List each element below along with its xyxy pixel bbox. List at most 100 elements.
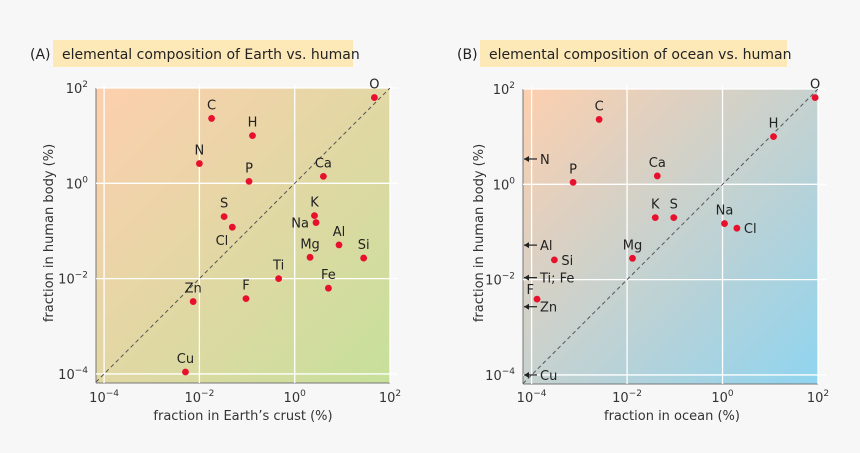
x-tick-label: 100 — [711, 389, 734, 406]
tick-base: 10 — [379, 391, 396, 406]
y-tick-label: 102 — [66, 80, 88, 97]
data-point-o — [370, 94, 378, 101]
x-tick-label: 10−2 — [184, 389, 214, 406]
data-label-ca: Ca — [649, 156, 666, 171]
tick-base: 10 — [58, 368, 75, 383]
data-label-h: H — [248, 116, 258, 131]
y-tick-label: 10−4 — [58, 366, 88, 383]
tick-base: 10 — [807, 391, 824, 406]
y-tick-label: 100 — [66, 175, 89, 192]
data-point-n — [196, 160, 203, 167]
data-label-f: F — [527, 283, 534, 298]
panel-b-title-box — [480, 40, 787, 67]
tick-exponent: 0 — [300, 389, 306, 399]
tick-exponent: −4 — [106, 389, 120, 399]
tick-exponent: 0 — [82, 175, 88, 185]
reference-line-y-equals-x — [96, 88, 390, 383]
panel-b-title: elemental composition of ocean vs. human — [489, 47, 792, 63]
data-point-fe — [325, 284, 332, 292]
data-point-cu — [182, 368, 189, 376]
data-point-f — [242, 295, 250, 303]
data-point-h — [770, 133, 777, 141]
x-tick-label: 102 — [807, 389, 829, 406]
y-tick-label: 10−4 — [485, 367, 515, 384]
data-label-s: S — [220, 197, 228, 212]
data-point-s — [220, 213, 228, 221]
data-label-f: F — [242, 279, 249, 294]
tick-exponent: 2 — [509, 81, 515, 91]
data-point-k — [311, 212, 318, 220]
tick-base: 10 — [184, 391, 201, 406]
data-point-h — [249, 132, 256, 140]
data-point-s — [670, 214, 678, 222]
tick-base: 10 — [485, 369, 502, 384]
data-point-na — [721, 220, 728, 227]
data-point-k — [651, 214, 659, 222]
tick-exponent: 2 — [823, 389, 829, 399]
data-point-cl — [228, 223, 236, 231]
data-point-p — [245, 177, 253, 185]
x-tick-label: 10−4 — [89, 389, 119, 406]
tick-exponent: −4 — [502, 367, 516, 377]
tick-base: 10 — [612, 391, 629, 406]
tick-exponent: −4 — [75, 366, 89, 376]
data-label-o: O — [810, 78, 820, 93]
data-label-na: Na — [291, 217, 309, 232]
x-tick-label: 100 — [284, 389, 307, 406]
data-label-o: O — [369, 78, 379, 93]
data-point-mg — [629, 254, 636, 262]
panel-a-title: elemental composition of Earth vs. human — [62, 47, 360, 63]
data-point-si — [550, 256, 558, 264]
data-point-ti — [275, 275, 283, 283]
arrowhead-icon — [524, 242, 529, 249]
tick-exponent: 0 — [509, 176, 515, 186]
data-label-p: P — [245, 161, 253, 176]
data-point-cl — [733, 224, 741, 232]
tick-exponent: 2 — [395, 389, 401, 399]
data-label-k: K — [651, 198, 660, 213]
data-point-na — [312, 219, 320, 226]
data-label-ti: Ti — [272, 259, 284, 274]
tick-exponent: −4 — [533, 389, 547, 399]
panel-b-label: (B) — [457, 47, 478, 63]
tick-exponent: 0 — [728, 389, 734, 399]
data-point-mg — [306, 253, 314, 261]
data-label-si: Si — [561, 254, 573, 269]
tick-base: 10 — [58, 273, 75, 288]
data-label-cu: Cu — [177, 352, 194, 367]
panel-a-label: (A) — [30, 47, 51, 63]
x-tick-label: 102 — [379, 389, 401, 406]
data-label-c: C — [595, 99, 604, 114]
arrowhead-icon — [524, 274, 529, 281]
y-tick-label: 10−2 — [58, 271, 88, 288]
data-point-f — [533, 295, 541, 303]
data-label-k: K — [310, 196, 319, 211]
y-tick-label: 100 — [493, 176, 516, 193]
tick-base: 10 — [89, 391, 106, 406]
off-axis-label: Cu — [540, 369, 557, 384]
tick-base: 10 — [517, 391, 534, 406]
data-point-c — [208, 115, 215, 122]
tick-base: 10 — [485, 274, 502, 289]
tick-base: 10 — [493, 83, 510, 98]
tick-exponent: −2 — [502, 272, 515, 282]
panel-a-ylabel: fraction in human body (%) — [42, 144, 57, 322]
data-point-al — [335, 241, 343, 249]
y-tick-label: 102 — [493, 81, 515, 98]
data-point-si — [360, 254, 368, 262]
data-point-p — [569, 178, 577, 186]
panel-a-xlabel: fraction in Earth’s crust (%) — [153, 409, 332, 424]
data-label-p: P — [569, 162, 577, 177]
data-point-c — [595, 116, 603, 123]
data-label-na: Na — [716, 204, 734, 219]
data-label-mg: Mg — [300, 237, 319, 252]
data-label-al: Al — [333, 225, 346, 240]
arrowhead-icon — [524, 371, 529, 378]
panel-b-ylabel: fraction in human body (%) — [472, 144, 487, 322]
data-label-mg: Mg — [623, 238, 642, 253]
tick-base: 10 — [284, 391, 301, 406]
arrowhead-icon — [524, 155, 529, 162]
x-tick-label: 10−2 — [612, 389, 642, 406]
